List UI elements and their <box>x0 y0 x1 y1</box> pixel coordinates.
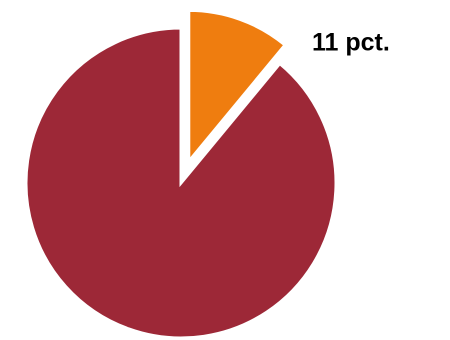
slice-label: 11 pct. <box>312 29 390 57</box>
pie-slice <box>187 8 288 166</box>
pie-slice <box>24 26 338 340</box>
